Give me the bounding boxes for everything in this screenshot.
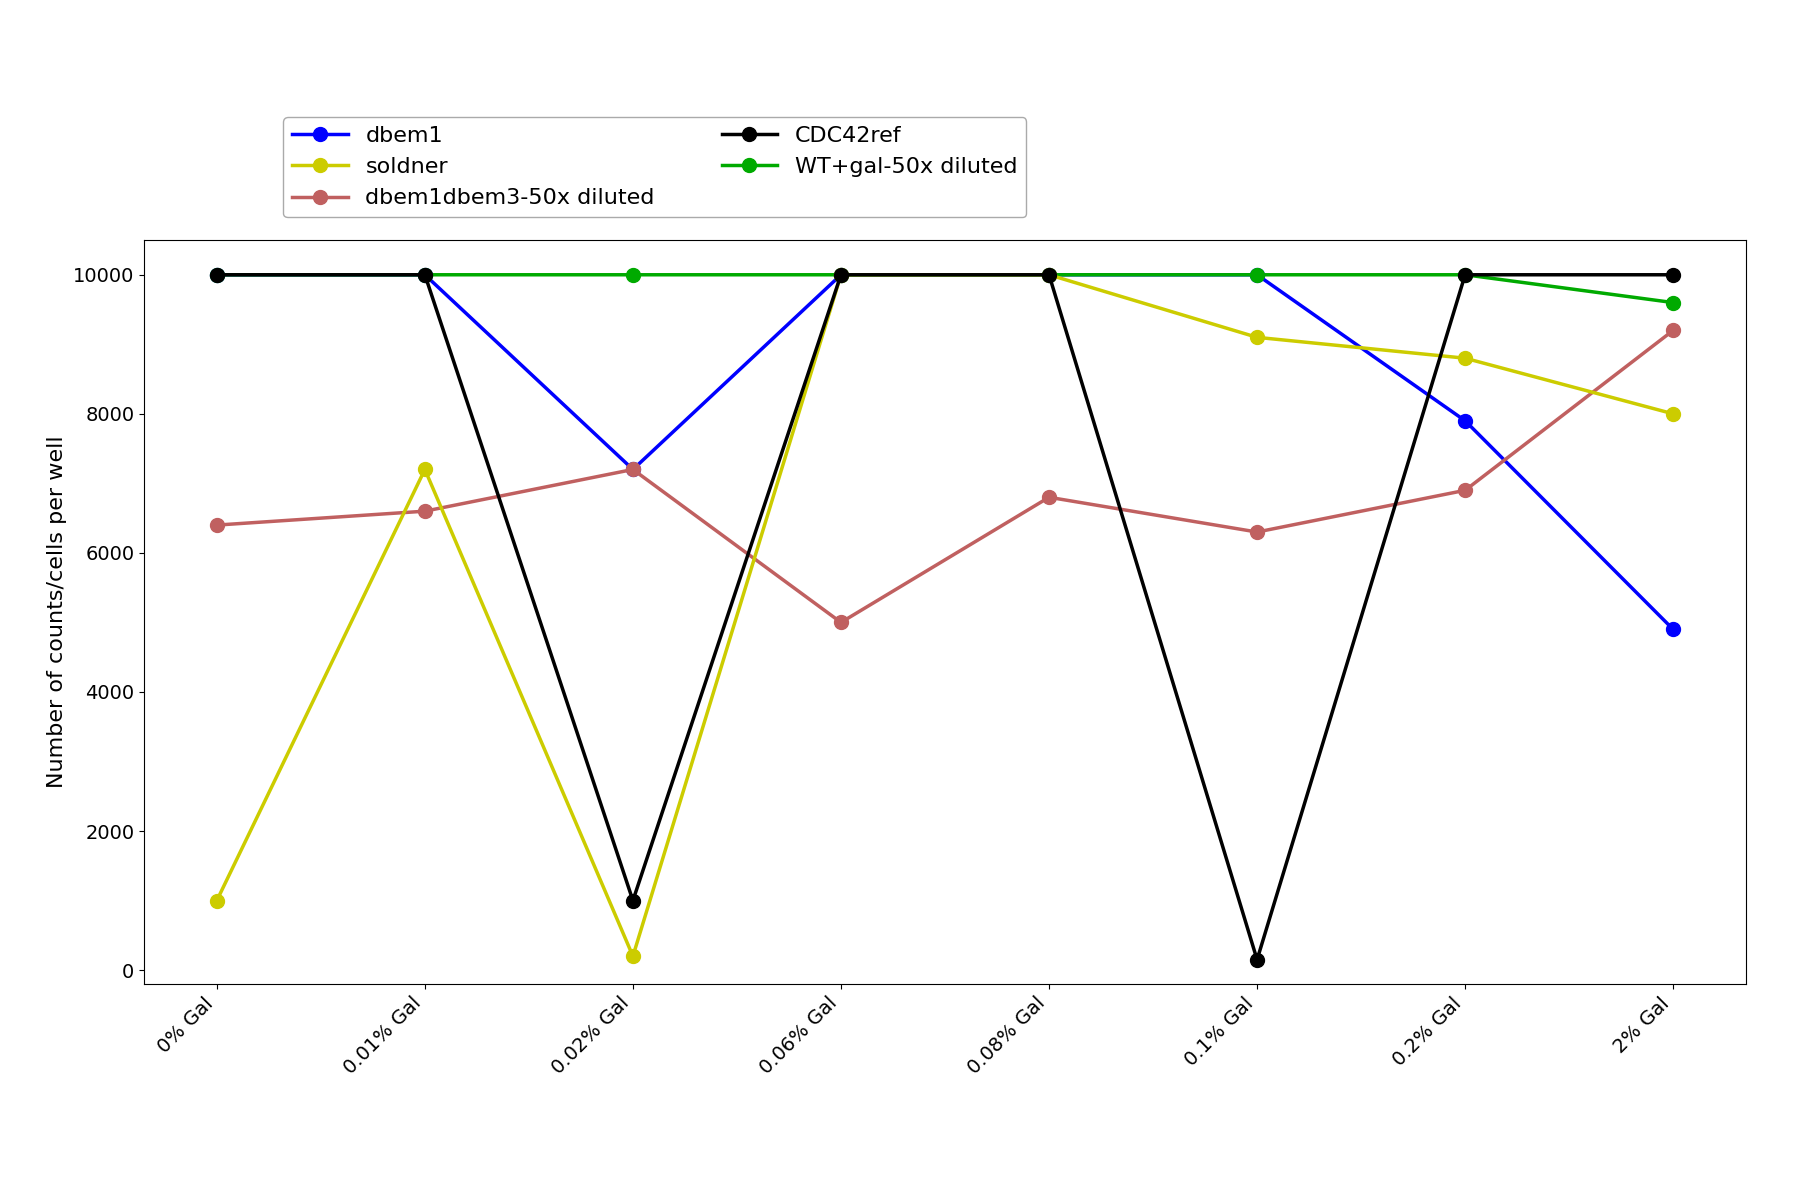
CDC42ref — [1246, 953, 1267, 967]
Line: CDC42ref: CDC42ref — [211, 268, 1679, 967]
Line: soldner: soldner — [211, 268, 1679, 964]
dbem1dbem3-50x diluted — [830, 616, 851, 630]
dbem1dbem3-50x diluted — [1663, 323, 1685, 337]
soldner — [1663, 407, 1685, 421]
dbem1 — [1039, 268, 1060, 282]
WT+gal-50x diluted — [830, 268, 851, 282]
dbem1dbem3-50x diluted — [205, 518, 227, 533]
dbem1dbem3-50x diluted — [1246, 524, 1267, 539]
dbem1 — [1246, 268, 1267, 282]
WT+gal-50x diluted — [1663, 295, 1685, 310]
WT+gal-50x diluted — [205, 268, 227, 282]
dbem1 — [830, 268, 851, 282]
dbem1dbem3-50x diluted — [414, 504, 436, 518]
soldner — [414, 462, 436, 476]
soldner — [1246, 330, 1267, 344]
soldner — [623, 949, 644, 964]
WT+gal-50x diluted — [1246, 268, 1267, 282]
CDC42ref — [1039, 268, 1060, 282]
dbem1 — [1663, 622, 1685, 636]
Line: WT+gal-50x diluted: WT+gal-50x diluted — [211, 268, 1679, 310]
WT+gal-50x diluted — [1039, 268, 1060, 282]
WT+gal-50x diluted — [623, 268, 644, 282]
Line: dbem1dbem3-50x diluted: dbem1dbem3-50x diluted — [211, 324, 1679, 629]
CDC42ref — [830, 268, 851, 282]
WT+gal-50x diluted — [1454, 268, 1476, 282]
WT+gal-50x diluted — [414, 268, 436, 282]
dbem1dbem3-50x diluted — [1039, 490, 1060, 504]
dbem1dbem3-50x diluted — [623, 462, 644, 476]
soldner — [205, 893, 227, 907]
dbem1 — [623, 462, 644, 476]
dbem1 — [205, 268, 227, 282]
Legend: dbem1, soldner, dbem1dbem3-50x diluted, CDC42ref, WT+gal-50x diluted: dbem1, soldner, dbem1dbem3-50x diluted, … — [283, 118, 1026, 217]
soldner — [830, 268, 851, 282]
dbem1dbem3-50x diluted — [1454, 484, 1476, 498]
soldner — [1039, 268, 1060, 282]
Line: dbem1: dbem1 — [211, 268, 1679, 636]
dbem1 — [1454, 414, 1476, 428]
CDC42ref — [623, 893, 644, 907]
CDC42ref — [1663, 268, 1685, 282]
CDC42ref — [1454, 268, 1476, 282]
Y-axis label: Number of counts/cells per well: Number of counts/cells per well — [47, 436, 67, 788]
CDC42ref — [205, 268, 227, 282]
dbem1 — [414, 268, 436, 282]
CDC42ref — [414, 268, 436, 282]
soldner — [1454, 352, 1476, 366]
